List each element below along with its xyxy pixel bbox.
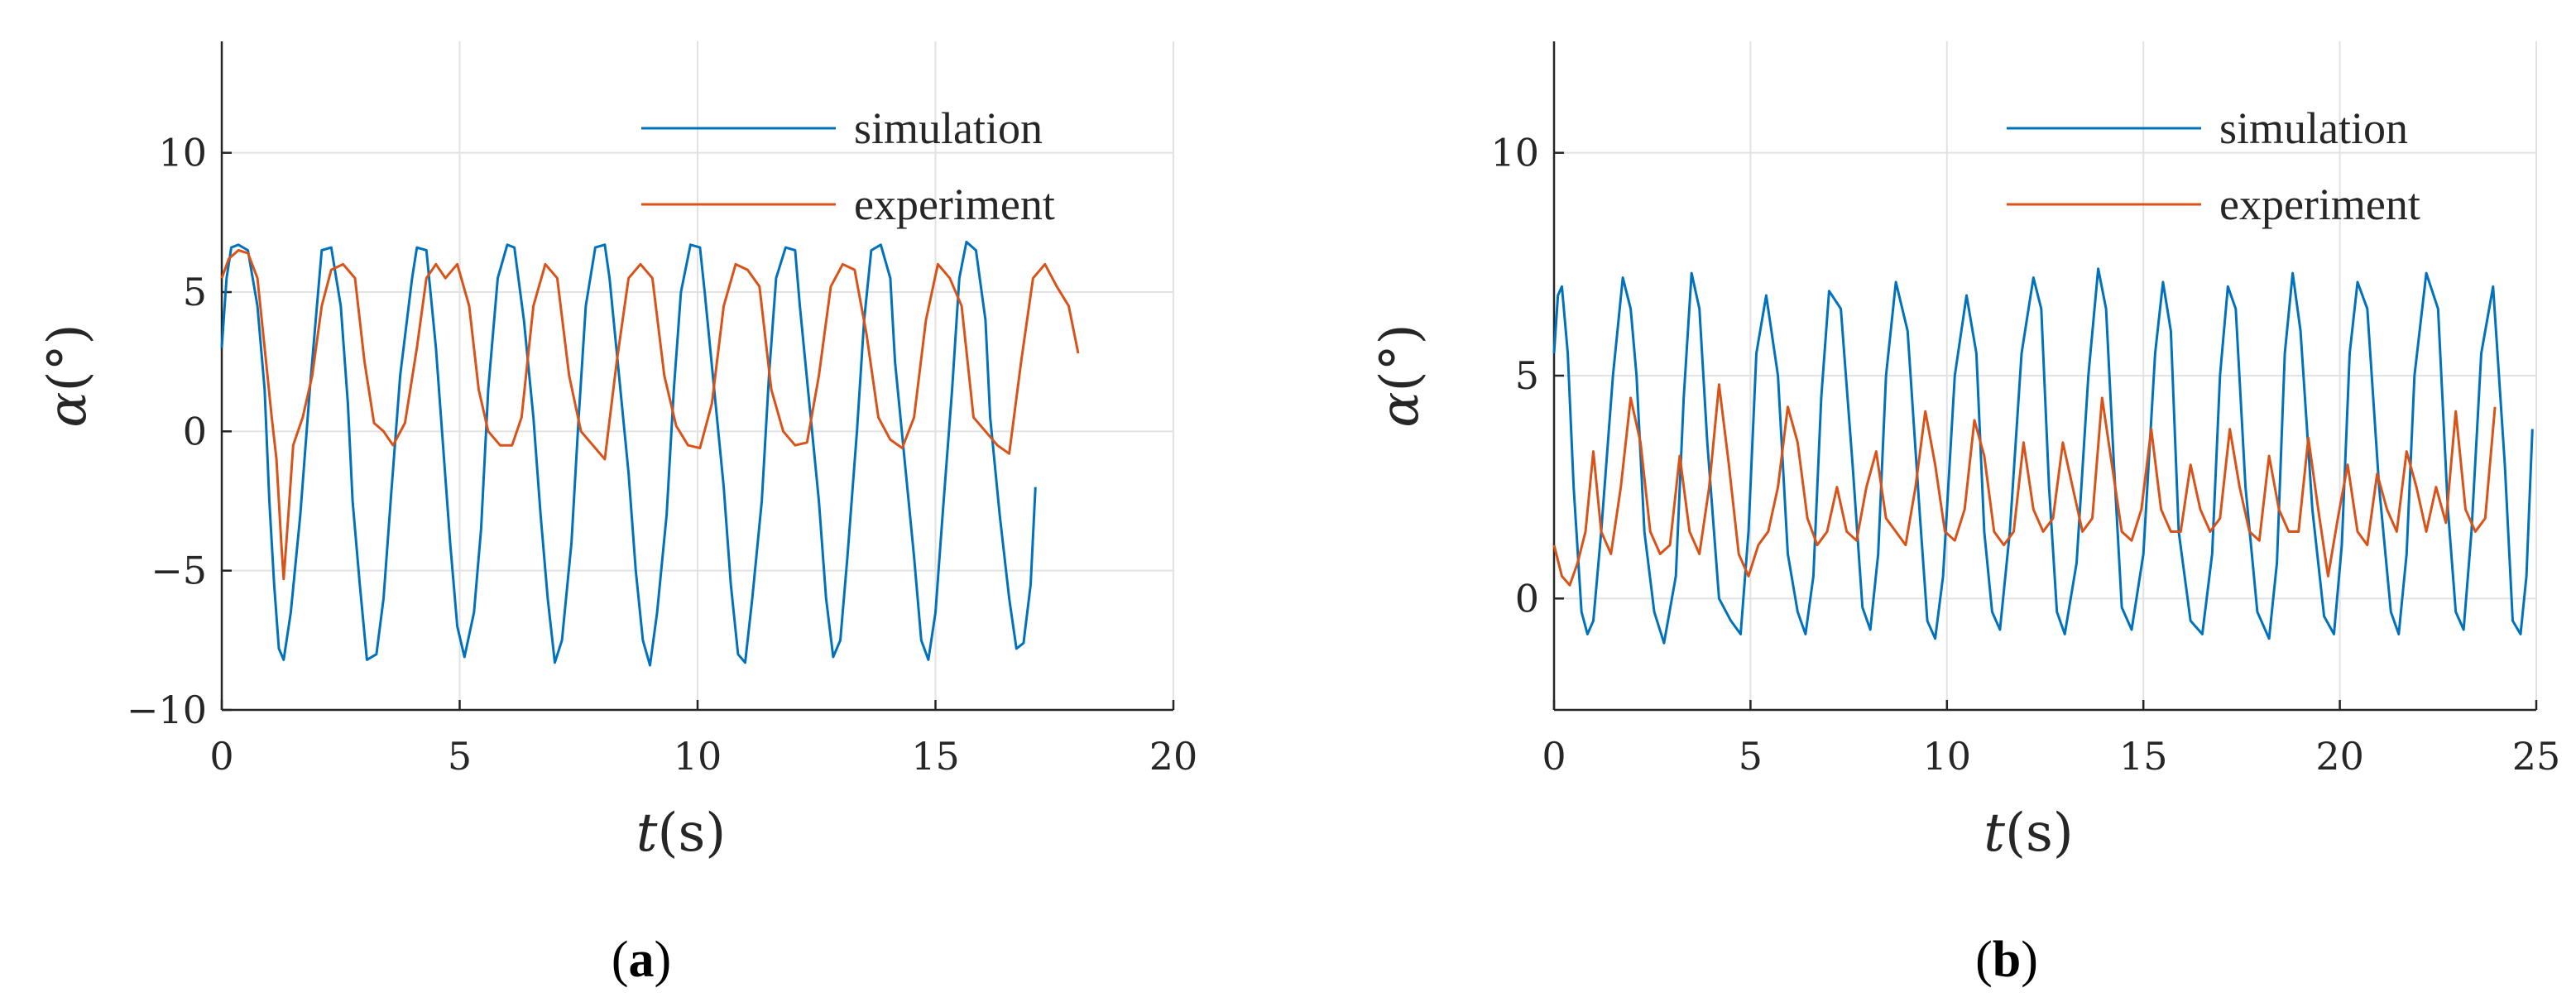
y-axis-label: α(°)	[37, 324, 98, 427]
legend-label-experiment: experiment	[854, 180, 1055, 229]
caption-letter: a	[629, 932, 655, 988]
series-line-experiment	[1552, 383, 2497, 587]
y-tick-label: 5	[183, 270, 207, 314]
x-axis-label-var: t	[1984, 803, 2005, 864]
x-axis-label-unit: (s)	[657, 803, 726, 864]
legend-label-simulation: simulation	[2219, 103, 2408, 153]
caption-a: (a)	[612, 932, 671, 988]
series-line-simulation	[220, 240, 1037, 667]
y-tick-label: 0	[1515, 576, 1539, 621]
x-axis-label-var: t	[636, 803, 658, 864]
y-tick-label: 10	[1490, 131, 1539, 175]
series-line-simulation	[1552, 267, 2534, 645]
series-line-experiment	[220, 249, 1080, 581]
x-tick-label: 20	[1149, 734, 1198, 779]
y-axis-label-unit: (°)	[37, 324, 98, 391]
chart-a: 0 5 10 15 20 −10 −5 0 5 10 simulation experiment t(s…	[37, 41, 1197, 988]
x-tick-label: 15	[911, 734, 960, 779]
y-tick-label: 10	[158, 131, 207, 175]
x-tick-label: 5	[1739, 734, 1763, 779]
x-tick-label: 15	[2119, 734, 2168, 779]
caption-paren-close: )	[2021, 932, 2038, 988]
y-axis-label-var: α	[37, 391, 98, 427]
x-tick-label: 10	[1923, 734, 1972, 779]
y-axis-label-unit: (°)	[1370, 324, 1431, 391]
x-tick-label: 25	[2512, 734, 2561, 779]
y-tick-label: −5	[151, 549, 207, 593]
legend-label-simulation: simulation	[854, 103, 1043, 153]
caption-letter: b	[1993, 932, 2021, 988]
y-tick-label: 5	[1515, 353, 1539, 398]
y-axis-label-var: α	[1370, 391, 1431, 427]
x-axis-label: t(s)	[636, 803, 727, 864]
caption-paren-open: (	[612, 932, 629, 988]
x-tick-label: 10	[674, 734, 722, 779]
caption-b: (b)	[1975, 932, 2038, 988]
legend-label-experiment: experiment	[2219, 180, 2420, 229]
x-tick-label: 5	[448, 734, 472, 779]
x-tick-label: 0	[209, 734, 233, 779]
caption-paren-close: )	[655, 932, 672, 988]
x-axis-label-unit: (s)	[2005, 803, 2074, 864]
y-tick-label: 0	[183, 409, 207, 453]
x-axis-label: t(s)	[1984, 803, 2074, 864]
y-axis-label: α(°)	[1370, 324, 1431, 427]
x-tick-label: 0	[1542, 734, 1566, 779]
caption-paren-open: (	[1975, 932, 1993, 988]
x-tick-label: 20	[2315, 734, 2364, 779]
y-tick-label: −10	[127, 688, 207, 732]
